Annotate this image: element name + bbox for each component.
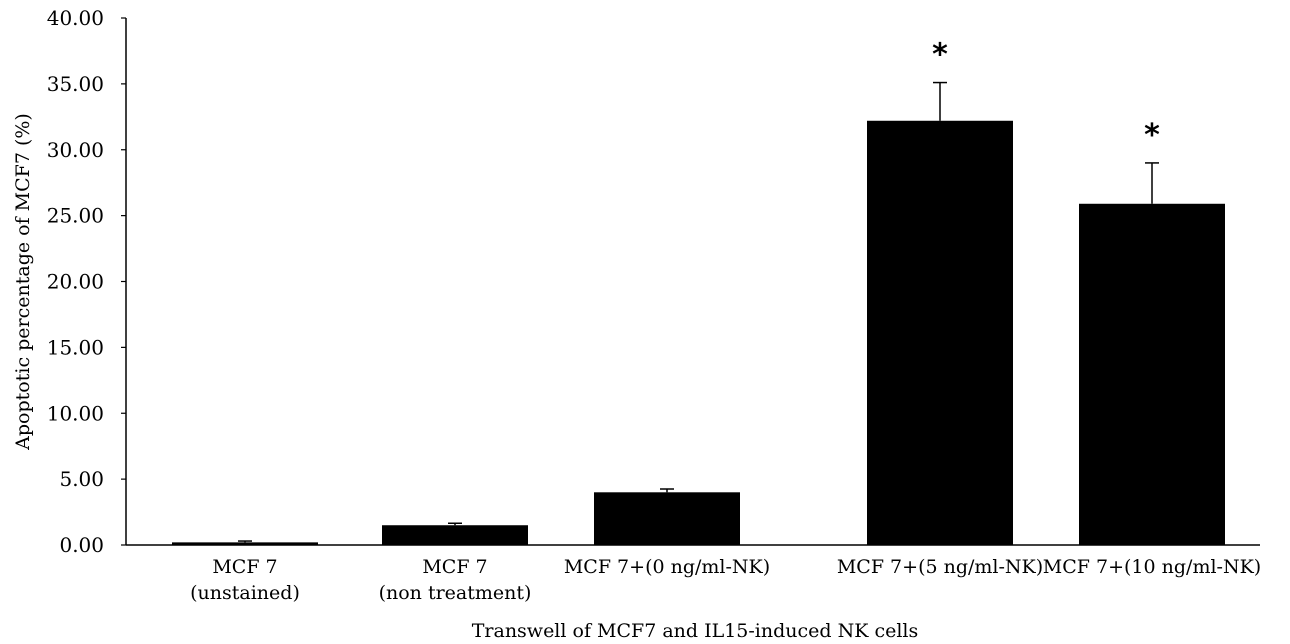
category-label: (unstained) [190, 582, 300, 604]
y-tick-label: 15.00 [47, 335, 104, 359]
bar [172, 542, 318, 545]
category-label: MCF 7 [212, 556, 277, 578]
category-label: MCF 7+(10 ng/ml-NK) [1043, 556, 1261, 578]
y-axis: 0.00 5.00 10.00 15.00 20.00 25.00 30.00 35.00 40… [47, 6, 127, 557]
y-tick-label: 40.00 [47, 6, 104, 30]
bars: ** [172, 38, 1225, 545]
category-label: MCF 7 [422, 556, 487, 578]
y-tick-label: 10.00 [47, 401, 104, 425]
y-tick-label: 5.00 [59, 467, 104, 491]
y-axis-title: Apoptotic percentage of MCF7 (%) [12, 113, 34, 451]
category-label: (non treatment) [379, 582, 532, 604]
bar [594, 492, 740, 545]
category-label: MCF 7+(5 ng/ml-NK) [837, 556, 1043, 578]
category-label: MCF 7+(0 ng/ml-NK) [564, 556, 770, 578]
category-labels: MCF 7 (unstained) MCF 7 (non treatment) MCF … [190, 556, 1261, 604]
y-tick-label: 25.00 [47, 204, 104, 228]
significance-marker: * [932, 38, 948, 73]
y-tick-label: 35.00 [47, 72, 104, 96]
bar [1079, 203, 1225, 545]
y-tick-label: 0.00 [59, 533, 104, 557]
bar [867, 120, 1013, 545]
y-tick-label: 20.00 [47, 270, 104, 294]
y-tick-label: 30.00 [47, 138, 104, 162]
significance-marker: * [1144, 118, 1160, 153]
bar [382, 525, 528, 545]
x-axis-title: Transwell of MCF7 and IL15-induced NK ce… [472, 620, 919, 642]
